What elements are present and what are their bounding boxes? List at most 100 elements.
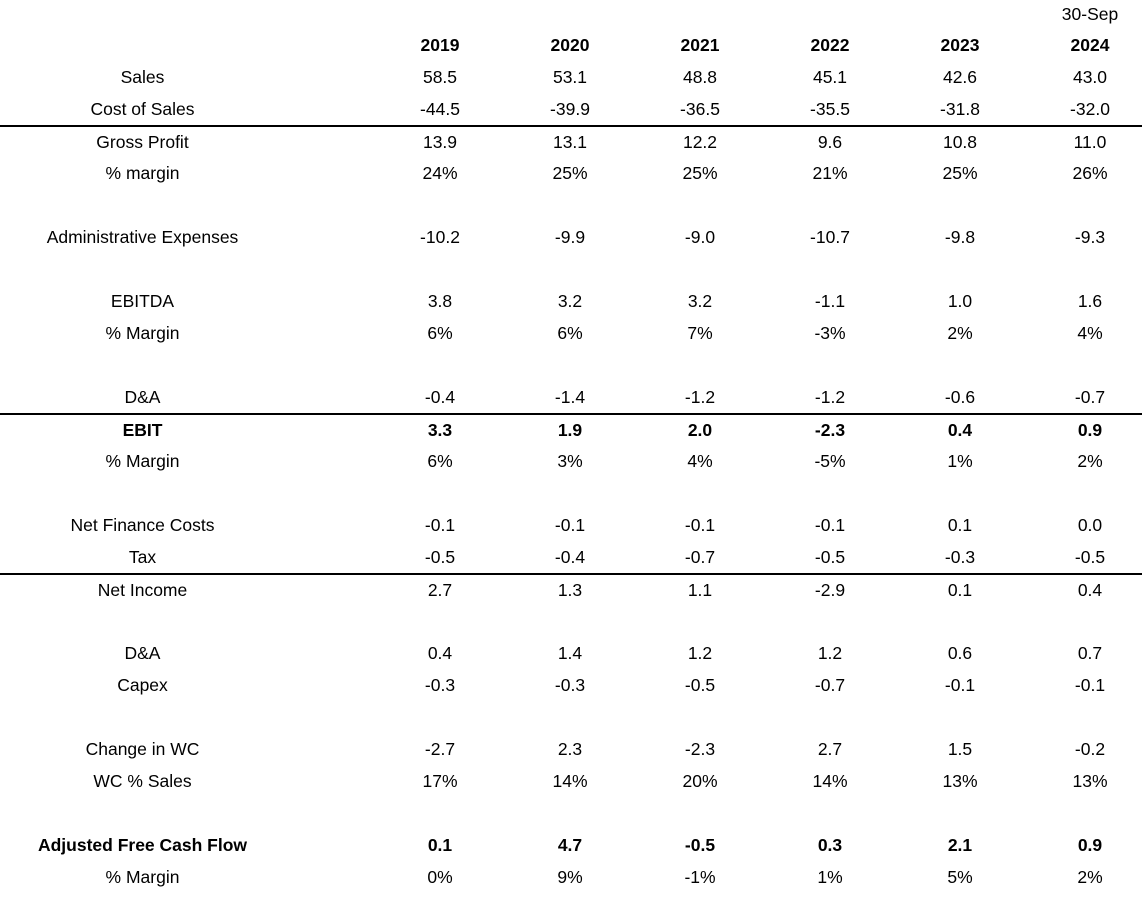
year-header-2020: 2020 — [550, 35, 590, 56]
cell-value: -2.3 — [684, 739, 716, 760]
cell-value: -0.5 — [765, 542, 895, 575]
cell-value: 1% — [947, 451, 973, 472]
cell-value: -2.7 — [424, 739, 456, 760]
year-header-2019: 2019 — [420, 35, 460, 56]
cell-value: -0.1 — [684, 515, 716, 536]
cell-value: 0.9 — [1077, 835, 1103, 856]
cell-value: 13.9 — [422, 131, 458, 152]
cell-value: 21% — [812, 163, 848, 184]
spacer-cell — [285, 446, 375, 478]
cell-value: -1.2 — [765, 382, 895, 415]
cell-value: 13.1 — [552, 131, 588, 152]
cell-value: -32.0 — [1025, 94, 1142, 127]
cell-value: 4% — [1077, 323, 1103, 344]
cell-value: -3% — [814, 323, 846, 344]
table-row: % Margin 6% 6% 7% -3% 2% 4% — [0, 318, 1142, 350]
cell-value: 1.6 — [1077, 291, 1103, 312]
row-label: EBIT — [122, 419, 163, 440]
cell-value: 13% — [942, 771, 978, 792]
cell-value: -0.2 — [1074, 739, 1106, 760]
cell-value: -2.3 — [814, 419, 846, 440]
spacer-cell — [285, 126, 375, 158]
cell-value: 1.1 — [687, 579, 713, 600]
cell-value: 1.2 — [687, 643, 713, 664]
cell-value: 2% — [1077, 451, 1103, 472]
spacer-row — [0, 350, 1142, 382]
table-row: Cost of Sales -44.5 -39.9 -36.5 -35.5 -31.8 -3… — [0, 94, 1142, 127]
year-header-2023: 2023 — [940, 35, 980, 56]
year-header-row: 2019 2020 2021 2022 2023 2024 — [0, 30, 1142, 62]
cell-value: 58.5 — [422, 67, 458, 88]
cell-value: -0.6 — [895, 382, 1025, 415]
table-row: Adjusted Free Cash Flow 0.1 4.7 -0.5 0.3 2.1 0… — [0, 830, 1142, 862]
row-label: Net Income — [97, 579, 188, 600]
cell-value: 48.8 — [682, 67, 718, 88]
cell-value: -0.3 — [895, 542, 1025, 575]
spacer-cell — [285, 574, 375, 606]
period-note-row: 30-Sep — [0, 0, 1142, 30]
table-row: % margin 24% 25% 25% 21% 25% 26% — [0, 158, 1142, 190]
cell-value: 3.8 — [427, 291, 453, 312]
spacer-cell — [285, 158, 375, 190]
cell-value: 2.0 — [687, 419, 713, 440]
cell-value: 2% — [947, 323, 973, 344]
spacer-row — [0, 798, 1142, 830]
cell-value: 13% — [1072, 771, 1108, 792]
cell-value: 6% — [427, 323, 453, 344]
table-row: D&A -0.4 -1.4 -1.2 -1.2 -0.6 -0.7 — [0, 382, 1142, 415]
cell-value: -0.1 — [554, 515, 586, 536]
cell-value: 17% — [422, 771, 458, 792]
spacer-cell — [285, 318, 375, 350]
cell-value: 12.2 — [682, 131, 718, 152]
empty-cell — [0, 0, 1025, 30]
cell-value: 0.9 — [1077, 419, 1103, 440]
row-label: Cost of Sales — [0, 94, 285, 127]
row-label: D&A — [0, 382, 285, 415]
cell-value: -0.1 — [944, 675, 976, 696]
cell-value: 0.4 — [947, 419, 973, 440]
cell-value: 1.3 — [557, 579, 583, 600]
table-row: Sales 58.5 53.1 48.8 45.1 42.6 43.0 — [0, 62, 1142, 94]
cell-value: 53.1 — [552, 67, 588, 88]
year-header-2021: 2021 — [680, 35, 720, 56]
row-label: Sales — [120, 67, 165, 88]
cell-value: -0.5 — [1025, 542, 1142, 575]
cell-value: -44.5 — [375, 94, 505, 127]
empty-cell — [0, 30, 285, 62]
cell-value: 4% — [687, 451, 713, 472]
cell-value: -0.7 — [635, 542, 765, 575]
cell-value: -0.1 — [814, 515, 846, 536]
cell-value: 9.6 — [817, 131, 843, 152]
cell-value: 3.3 — [427, 419, 453, 440]
row-label: % margin — [105, 163, 180, 184]
row-label: Net Finance Costs — [70, 515, 215, 536]
spacer-cell — [285, 30, 375, 62]
spacer-cell — [285, 94, 375, 127]
cell-value: 45.1 — [812, 67, 848, 88]
empty-cell — [0, 798, 1142, 830]
table-row: Net Finance Costs -0.1 -0.1 -0.1 -0.1 0.1 0.0 — [0, 510, 1142, 542]
cell-value: 1.0 — [947, 291, 973, 312]
cell-value: 2.3 — [557, 739, 583, 760]
cell-value: 6% — [557, 323, 583, 344]
table-row: Tax -0.5 -0.4 -0.7 -0.5 -0.3 -0.5 — [0, 542, 1142, 575]
row-label: WC % Sales — [93, 771, 192, 792]
empty-cell — [0, 190, 1142, 222]
cell-value: -0.4 — [375, 382, 505, 415]
table-row: EBITDA 3.8 3.2 3.2 -1.1 1.0 1.6 — [0, 286, 1142, 318]
cell-value: 0% — [427, 867, 453, 888]
cell-value: -0.5 — [375, 542, 505, 575]
spacer-cell — [285, 62, 375, 94]
cell-value: -0.7 — [1025, 382, 1142, 415]
row-label: Adjusted Free Cash Flow — [37, 835, 248, 856]
cell-value: 0.4 — [1077, 579, 1103, 600]
year-header-2024: 2024 — [1070, 35, 1110, 56]
cell-value: -1.4 — [505, 382, 635, 415]
cell-value: 2.1 — [947, 835, 973, 856]
table-row: Capex -0.3 -0.3 -0.5 -0.7 -0.1 -0.1 — [0, 670, 1142, 702]
cell-value: 6% — [427, 451, 453, 472]
table-row: % Margin 0% 9% -1% 1% 5% 2% — [0, 862, 1142, 894]
cell-value: -0.5 — [684, 835, 716, 856]
row-label: Administrative Expenses — [46, 227, 239, 248]
